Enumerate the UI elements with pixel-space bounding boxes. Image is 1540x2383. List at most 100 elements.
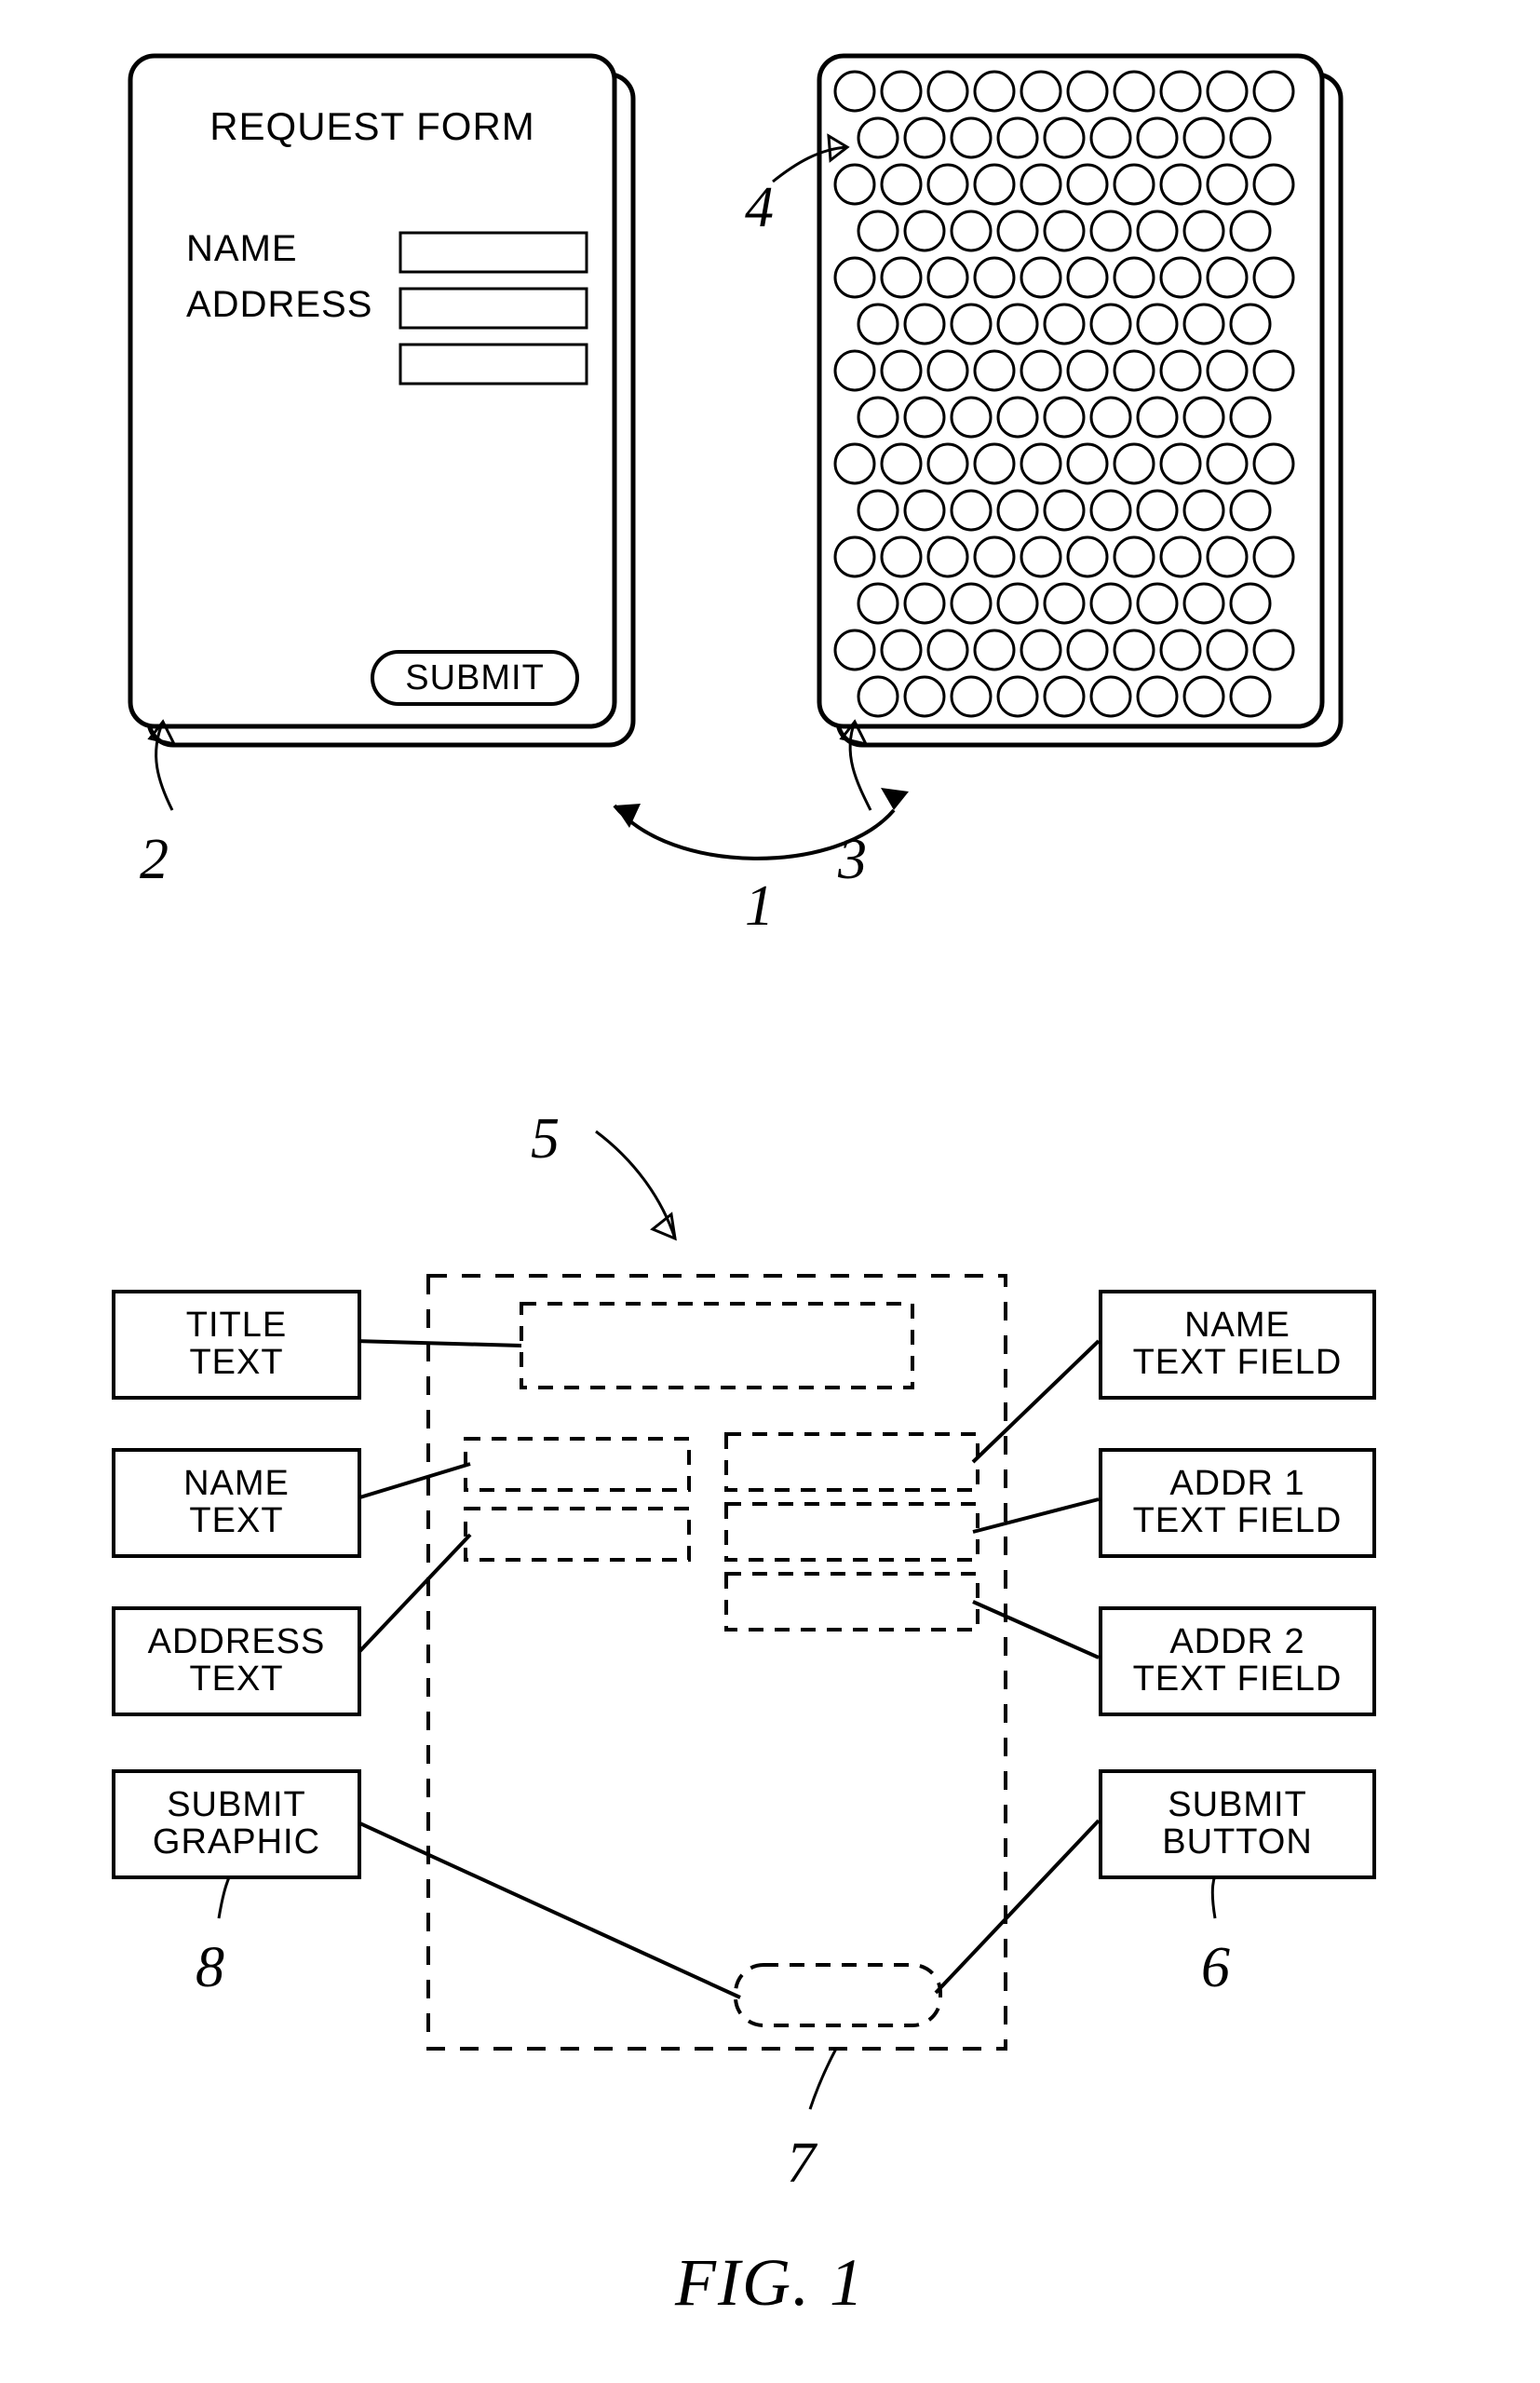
form-title: REQUEST FORM — [209, 104, 535, 148]
layout-dashed-page — [428, 1276, 1006, 2049]
dot-icon — [998, 398, 1037, 437]
connector-title-text — [354, 1341, 521, 1346]
ref-arrow-5 — [596, 1131, 675, 1239]
region-addr1-field — [726, 1504, 978, 1560]
dot-icon — [1208, 351, 1247, 390]
dot-icon — [1254, 630, 1293, 670]
callout-addr2-field: ADDR 2 TEXT FIELD — [1099, 1606, 1376, 1716]
callout-submit-button: SUBMIT BUTTON — [1099, 1769, 1376, 1879]
dot-icon — [975, 351, 1014, 390]
dot-icon — [835, 444, 874, 483]
dot-icon — [1091, 584, 1130, 623]
dot-icon — [952, 118, 991, 157]
form-page-front — [130, 56, 615, 726]
dot-icon — [1184, 677, 1223, 716]
dot-icon — [975, 165, 1014, 204]
region-address-label — [466, 1509, 689, 1560]
request-form-panel: REQUEST FORM NAME ADDRESS SUBMIT — [130, 56, 633, 745]
dot-icon — [952, 211, 991, 250]
callout-name-field-l2: TEXT FIELD — [1133, 1343, 1343, 1382]
dot-icon — [952, 677, 991, 716]
dot-icon — [835, 165, 874, 204]
dot-icon — [1021, 444, 1060, 483]
dot-icon — [882, 444, 921, 483]
dot-icon — [1208, 72, 1247, 111]
submit-button[interactable]: SUBMIT — [372, 652, 577, 704]
callout-addr2-field-l2: TEXT FIELD — [1133, 1659, 1343, 1699]
dot-icon — [858, 491, 898, 530]
connector-submit-gfx — [354, 1821, 740, 1997]
dot-icon — [1208, 444, 1247, 483]
dot-icon — [1021, 165, 1060, 204]
dot-icon — [1208, 537, 1247, 576]
dot-icon — [1254, 165, 1293, 204]
dot-icon — [1184, 305, 1223, 344]
address2-input[interactable] — [400, 345, 587, 384]
callout-name-field: NAME TEXT FIELD — [1099, 1290, 1376, 1400]
dot-icon — [1068, 537, 1107, 576]
region-title — [521, 1304, 912, 1388]
dot-icon — [1161, 351, 1200, 390]
dot-grid-panel — [819, 56, 1341, 745]
dot-icon — [858, 584, 898, 623]
dot-icon — [1231, 118, 1270, 157]
dot-icon — [998, 584, 1037, 623]
dot-icon — [1208, 630, 1247, 670]
callout-name-text: NAME TEXT — [112, 1448, 361, 1558]
dot-icon — [1231, 491, 1270, 530]
dot-icon — [928, 165, 967, 204]
callout-addr1-field-l2: TEXT FIELD — [1133, 1501, 1343, 1540]
connector-addr1-field — [973, 1499, 1099, 1532]
dot-icon — [1091, 398, 1130, 437]
dot-icon — [998, 677, 1037, 716]
callout-submit-button-l1: SUBMIT — [1168, 1785, 1307, 1824]
dot-icon — [1114, 537, 1154, 576]
dot-icon — [1045, 398, 1084, 437]
name-input[interactable] — [400, 233, 587, 272]
dot-icon — [1161, 165, 1200, 204]
dot-icon — [998, 118, 1037, 157]
address1-input[interactable] — [400, 289, 587, 328]
dot-icon — [905, 211, 944, 250]
dot-icon — [1138, 584, 1177, 623]
dot-icon — [1114, 351, 1154, 390]
refnum-2: 2 — [140, 827, 169, 893]
dot-icon — [928, 351, 967, 390]
callout-submit-graphic: SUBMIT GRAPHIC — [112, 1769, 361, 1879]
region-name-label — [466, 1439, 689, 1490]
connector-addr2-field — [973, 1602, 1099, 1658]
refnum-4: 4 — [745, 175, 774, 241]
dot-icon — [882, 165, 921, 204]
dot-icon — [1021, 537, 1060, 576]
dot-icon — [975, 72, 1014, 111]
callout-addr2-field-l1: ADDR 2 — [1169, 1622, 1304, 1661]
dot-icon — [1138, 677, 1177, 716]
dot-icon — [975, 630, 1014, 670]
dot-icon — [1021, 72, 1060, 111]
dot-icon — [1114, 444, 1154, 483]
dot-icon — [1208, 258, 1247, 297]
dot-icon — [1091, 211, 1130, 250]
refnum-1: 1 — [745, 873, 774, 940]
dot-icon — [858, 398, 898, 437]
dot-icon — [1231, 211, 1270, 250]
dot-icon — [1021, 351, 1060, 390]
dot-icon — [1184, 398, 1223, 437]
dot-icon — [998, 491, 1037, 530]
address-label: ADDRESS — [186, 284, 372, 325]
dot-icon — [928, 444, 967, 483]
dot-icon — [1045, 491, 1084, 530]
dot-icon — [1161, 444, 1200, 483]
dot-icon — [1068, 444, 1107, 483]
dot-icon — [1254, 444, 1293, 483]
callout-submit-button-l2: BUTTON — [1162, 1822, 1313, 1862]
dot-icon — [1138, 398, 1177, 437]
dot-icon — [905, 118, 944, 157]
dot-icon — [905, 677, 944, 716]
dot-icon — [952, 398, 991, 437]
ref-arrow-7 — [810, 2049, 836, 2109]
dot-icon — [1091, 677, 1130, 716]
dot-icon — [1114, 72, 1154, 111]
dot-icon — [882, 351, 921, 390]
dot-icon — [1068, 72, 1107, 111]
